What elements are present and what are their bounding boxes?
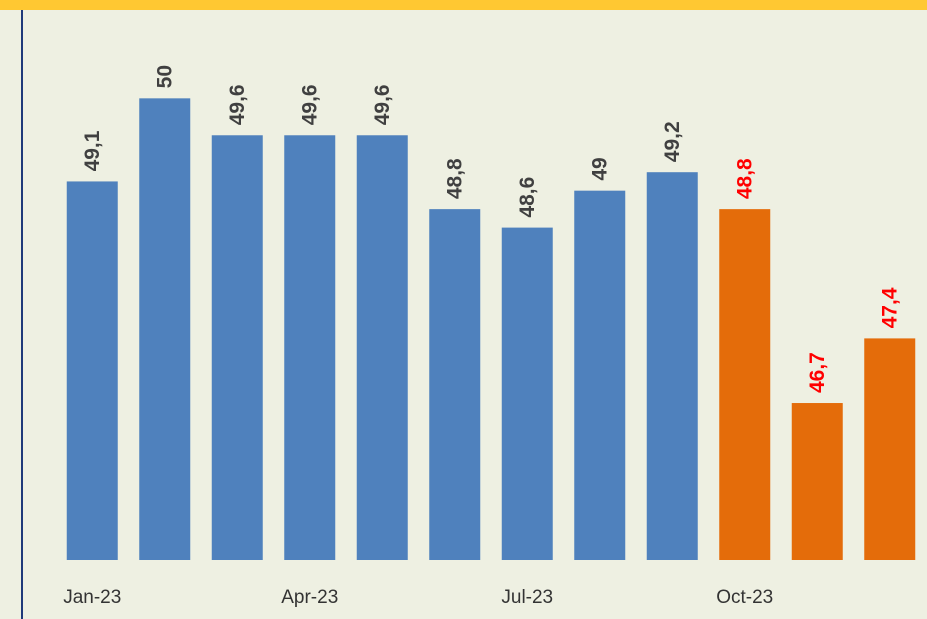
bar <box>284 135 336 560</box>
bar <box>791 403 843 560</box>
bar <box>501 227 553 560</box>
data-label: 48,6 <box>516 177 539 218</box>
data-label: 49,2 <box>661 121 684 162</box>
x-tick-label: Apr-23 <box>281 587 338 608</box>
bar <box>356 135 408 560</box>
bar <box>719 209 771 560</box>
data-label: 48,8 <box>443 158 466 199</box>
data-label: 46,7 <box>806 352 829 393</box>
x-tick-label: Oct-23 <box>716 587 773 608</box>
data-label: 49,1 <box>81 130 104 171</box>
x-tick-label: Jan-23 <box>63 587 121 608</box>
data-label: 47,4 <box>878 287 901 328</box>
data-label: 49,6 <box>226 84 249 125</box>
bar <box>66 181 118 560</box>
data-label: 49,6 <box>371 84 394 125</box>
bar <box>646 172 698 560</box>
bar <box>574 190 626 560</box>
x-tick-label: Jul-23 <box>501 587 553 608</box>
data-label: 50 <box>153 65 176 88</box>
data-label: 49 <box>588 157 611 180</box>
bar <box>864 338 916 560</box>
bar <box>139 98 191 560</box>
bar <box>429 209 481 560</box>
data-label: 49,6 <box>298 84 321 125</box>
top-band <box>0 0 927 10</box>
bar <box>211 135 263 560</box>
data-label: 48,8 <box>733 158 756 199</box>
